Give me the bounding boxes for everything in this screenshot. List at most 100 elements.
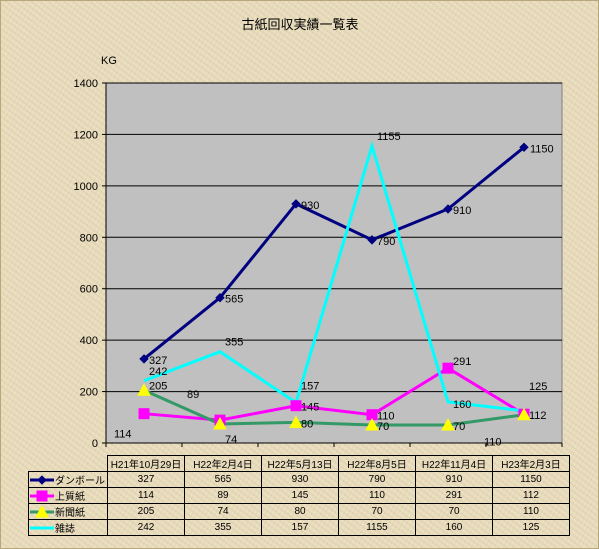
data-label: 910 — [453, 205, 471, 217]
x-tick-label: H22年8月5日 — [338, 455, 416, 472]
legend-marker — [36, 490, 48, 501]
data-label: 70 — [453, 421, 465, 433]
data-label: 205 — [149, 380, 167, 392]
y-tick-label: 1200 — [74, 129, 98, 141]
legend-swatch — [30, 505, 54, 517]
data-point-marker — [215, 293, 225, 303]
y-tick-labels: 0 200 400 600 800 1000 1200 1400 — [74, 78, 98, 450]
table-row: 新聞紙 205 74 80 70 70 110 — [28, 503, 570, 520]
table-cell: 114 — [107, 487, 185, 504]
data-label: 355 — [225, 337, 243, 349]
data-point-marker — [137, 383, 151, 396]
legend-swatch — [30, 474, 54, 485]
table-cell: 125 — [492, 519, 570, 536]
series-line — [143, 388, 525, 427]
data-point-marker — [442, 362, 454, 374]
table-cell: 157 — [261, 519, 339, 536]
data-point-marker — [213, 416, 227, 430]
table-cell: 110 — [492, 503, 570, 520]
x-tick-label: H21年10月29日 — [107, 455, 185, 472]
y-tick-label: 1400 — [74, 78, 98, 90]
legend-entry: 新聞紙 — [28, 503, 108, 520]
legend-label: ダンボール — [55, 476, 105, 487]
data-label: 74 — [225, 434, 237, 446]
table-cell: 205 — [107, 503, 185, 520]
data-label: 242 — [149, 366, 167, 378]
table-cell: 790 — [338, 471, 416, 488]
legend-entry: ダンボール — [28, 471, 108, 488]
chart-title: 古紙回収実績一覧表 — [241, 17, 358, 32]
table-cell: 74 — [184, 503, 262, 520]
grid-lines — [102, 82, 563, 447]
table-cell: 565 — [184, 471, 262, 488]
table-corner-cell — [28, 455, 108, 472]
data-point-marker — [367, 235, 377, 245]
table-cell: 355 — [184, 519, 262, 536]
legend-marker — [35, 505, 49, 517]
data-label: 145 — [301, 402, 319, 414]
table-cell: 70 — [415, 503, 493, 520]
data-label: 110 — [377, 411, 395, 423]
data-label: 80 — [301, 418, 313, 430]
x-tick-label: H23年2月3日 — [492, 455, 570, 472]
data-point-marker — [138, 408, 150, 420]
data-label: 327 — [149, 355, 167, 367]
legend-label: 新聞紙 — [55, 508, 85, 519]
data-label: 790 — [377, 236, 395, 248]
data-label: 70 — [377, 421, 389, 433]
table-row: 上質紙 114 89 145 110 291 112 — [28, 487, 570, 504]
data-point-marker — [519, 142, 529, 152]
data-label: 112 — [529, 410, 547, 422]
legend-entry: 上質紙 — [28, 487, 108, 504]
table-cell: 1155 — [338, 519, 416, 536]
data-label: 565 — [225, 294, 243, 306]
data-point-marker — [291, 199, 301, 209]
table-row: 雑誌 242 355 157 1155 160 125 — [28, 519, 570, 536]
table-cell: 145 — [261, 487, 339, 504]
data-table: H21年10月29日 H22年2月4日 H22年5月13日 H22年8月5日 H22年1… — [28, 455, 570, 536]
table-cell: 242 — [107, 519, 185, 536]
y-tick-label: 600 — [80, 284, 98, 296]
data-label: 1155 — [377, 131, 401, 143]
table-cell: 112 — [492, 487, 570, 504]
x-tick-label: H22年5月13日 — [261, 455, 339, 472]
table-cell: 1150 — [492, 471, 570, 488]
table-cell: 80 — [261, 503, 339, 520]
data-label: 157 — [301, 381, 319, 393]
legend-label: 雑誌 — [55, 524, 75, 535]
data-point-marker — [139, 354, 149, 364]
table-cell: 327 — [107, 471, 185, 488]
y-tick-label: 1000 — [74, 181, 98, 193]
data-label: 89 — [187, 389, 199, 401]
data-point-marker — [441, 417, 455, 431]
y-tick-label: 400 — [80, 335, 98, 347]
data-point-marker — [443, 204, 453, 214]
table-cell: 110 — [338, 487, 416, 504]
series-line — [143, 146, 525, 361]
data-label: 125 — [529, 381, 547, 393]
table-row: ダンボール 327 565 930 790 910 1150 — [28, 471, 570, 488]
table-cell: 70 — [338, 503, 416, 520]
series-markers — [137, 142, 531, 431]
data-labels: 327 565 930 790 910 1150 114 89 145 110 291 112 205 7… — [114, 131, 554, 449]
legend-swatch — [30, 526, 54, 529]
data-label: 160 — [453, 399, 471, 411]
data-label: 114 — [114, 429, 132, 441]
series-lines — [143, 140, 525, 427]
x-tick-label: H22年11月4日 — [415, 455, 493, 472]
legend-entry: 雑誌 — [28, 519, 108, 536]
data-point-marker — [365, 417, 379, 431]
data-label: 291 — [453, 356, 471, 368]
data-point-marker — [517, 407, 531, 421]
y-tick-label: 800 — [80, 232, 98, 244]
legend-marker — [37, 474, 47, 485]
y-tick-label: 200 — [80, 387, 98, 399]
plot-area — [105, 82, 563, 444]
x-tick-label: H22年2月4日 — [184, 455, 262, 472]
legend-swatch — [30, 490, 54, 501]
table-cell: 291 — [415, 487, 493, 504]
data-label: 1150 — [530, 143, 554, 155]
table-header-row: H21年10月29日 H22年2月4日 H22年5月13日 H22年8月5日 H22年1… — [28, 455, 570, 472]
table-cell: 910 — [415, 471, 493, 488]
